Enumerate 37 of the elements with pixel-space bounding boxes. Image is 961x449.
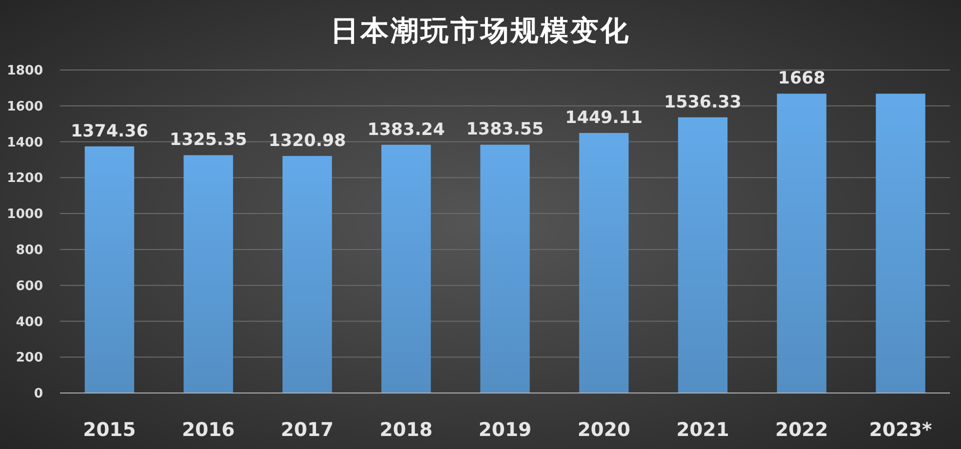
- bar: [381, 144, 431, 393]
- data-label: 1325.35: [170, 130, 248, 150]
- bar: [84, 146, 134, 393]
- x-tick-label: 2017: [280, 419, 334, 441]
- x-tick-label: 2016: [182, 419, 235, 441]
- y-tick-label: 1800: [6, 64, 43, 79]
- data-label: 1449.11: [565, 108, 643, 128]
- y-tick-label: 1400: [6, 135, 43, 150]
- x-tick-label: 2022: [775, 419, 828, 441]
- bar: [876, 94, 926, 393]
- bar: [776, 94, 826, 393]
- x-tick-label: 2018: [380, 419, 433, 441]
- bar: [282, 156, 332, 393]
- y-tick-label: 400: [16, 314, 43, 330]
- data-label: 1383.55: [466, 120, 544, 140]
- bar: [579, 132, 629, 393]
- y-tick-label: 1000: [6, 207, 43, 222]
- bar: [678, 117, 728, 393]
- y-tick-label: 200: [16, 350, 43, 366]
- y-tick-label: 1200: [6, 171, 43, 186]
- data-label: 1320.98: [268, 130, 346, 151]
- x-tick-label: 2019: [478, 419, 532, 441]
- bar: [184, 155, 234, 393]
- y-tick-label: 0: [34, 386, 43, 402]
- data-label: 1536.33: [664, 92, 742, 112]
- chart-title: 日本潮玩市场规模变化: [330, 14, 630, 47]
- x-tick-label: 2021: [676, 419, 730, 441]
- data-label: 1383.24: [367, 120, 445, 140]
- x-tick-label: 2015: [83, 419, 136, 441]
- y-tick-label: 1600: [6, 99, 43, 114]
- y-tick-label: 600: [16, 278, 43, 294]
- bar: [480, 144, 530, 393]
- data-label: 1374.36: [70, 121, 148, 142]
- x-tick-label: 2023*: [869, 419, 932, 441]
- x-tick-label: 2020: [577, 419, 630, 441]
- data-label: 1668: [778, 68, 826, 89]
- y-tick-label: 800: [16, 242, 43, 258]
